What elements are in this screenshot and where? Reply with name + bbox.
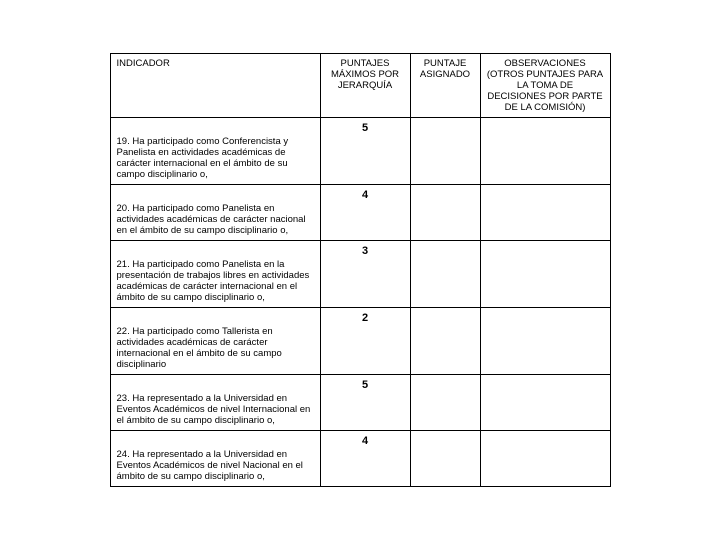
table-row: 24. Ha representado a la Universidad en … (110, 431, 610, 487)
header-row: INDICADOR PUNTAJES MÁXIMOS POR JERARQUÍA… (110, 54, 610, 118)
cell-assigned (410, 185, 480, 241)
cell-obs (480, 431, 610, 487)
cell-obs (480, 118, 610, 185)
col-assigned: PUNTAJE ASIGNADO (410, 54, 480, 118)
cell-obs (480, 241, 610, 308)
cell-obs (480, 185, 610, 241)
table-row: 22. Ha participado como Tallerista en ac… (110, 308, 610, 375)
table-row: 23. Ha representado a la Universidad en … (110, 375, 610, 431)
cell-assigned (410, 118, 480, 185)
col-max: PUNTAJES MÁXIMOS POR JERARQUÍA (320, 54, 410, 118)
cell-max: 3 (320, 241, 410, 308)
cell-assigned (410, 375, 480, 431)
cell-max: 2 (320, 308, 410, 375)
cell-indicator: 24. Ha representado a la Universidad en … (110, 431, 320, 487)
cell-indicator: 23. Ha representado a la Universidad en … (110, 375, 320, 431)
cell-max: 5 (320, 375, 410, 431)
cell-max: 4 (320, 185, 410, 241)
table-row: 19. Ha participado como Conferencista y … (110, 118, 610, 185)
cell-obs (480, 375, 610, 431)
cell-assigned (410, 241, 480, 308)
cell-indicator: 21. Ha participado como Panelista en la … (110, 241, 320, 308)
cell-assigned (410, 431, 480, 487)
rubric-table: INDICADOR PUNTAJES MÁXIMOS POR JERARQUÍA… (110, 53, 611, 487)
cell-indicator: 19. Ha participado como Conferencista y … (110, 118, 320, 185)
table-row: 21. Ha participado como Panelista en la … (110, 241, 610, 308)
cell-assigned (410, 308, 480, 375)
col-indicator: INDICADOR (110, 54, 320, 118)
cell-max: 4 (320, 431, 410, 487)
cell-max: 5 (320, 118, 410, 185)
cell-indicator: 20. Ha participado como Panelista en act… (110, 185, 320, 241)
table-row: 20. Ha participado como Panelista en act… (110, 185, 610, 241)
cell-indicator: 22. Ha participado como Tallerista en ac… (110, 308, 320, 375)
col-obs: OBSERVACIONES (OTROS PUNTAJES PARA LA TO… (480, 54, 610, 118)
cell-obs (480, 308, 610, 375)
